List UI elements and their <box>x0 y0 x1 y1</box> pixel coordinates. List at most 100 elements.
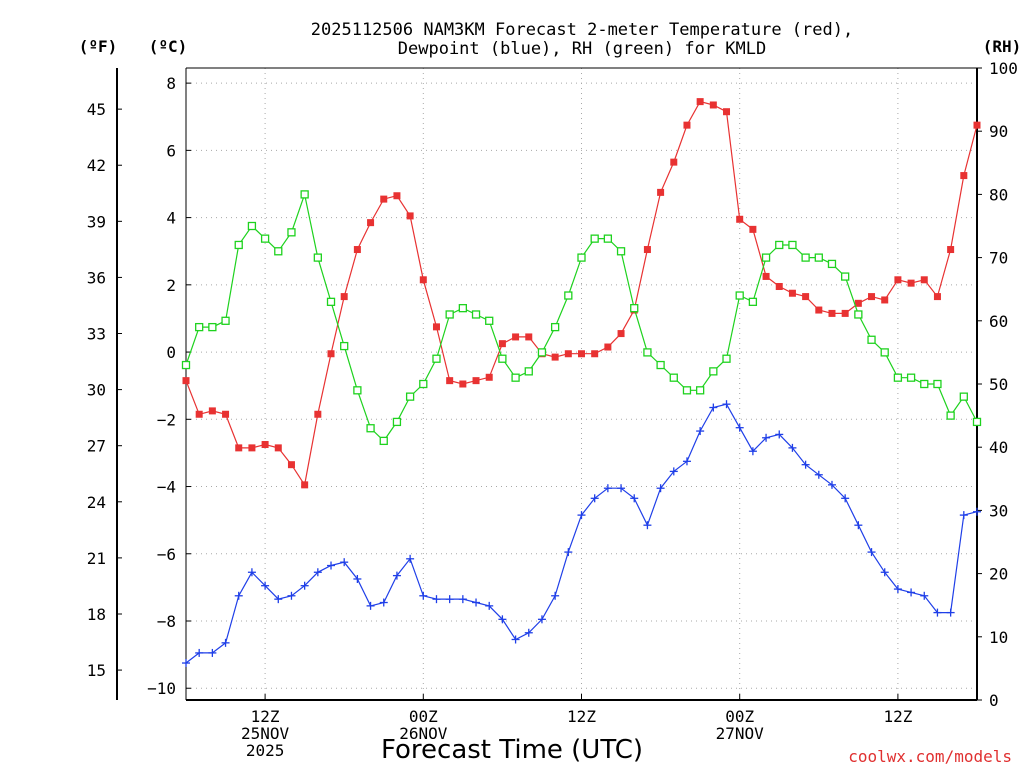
dewpoint-point <box>590 494 599 503</box>
rh-point <box>933 379 942 389</box>
dewpoint-point <box>630 494 639 503</box>
rh-point <box>590 234 599 243</box>
temperature-point <box>828 309 836 317</box>
temperature-point <box>841 309 849 317</box>
rh-point <box>854 310 863 319</box>
dewpoint-point <box>775 430 784 439</box>
temperature-point <box>459 380 467 388</box>
temperature-point <box>696 98 704 106</box>
x-tick-label: 00Z <box>725 707 754 726</box>
chart-title-line-1: 2025112506 NAM3KM Forecast 2-meter Tempe… <box>311 20 853 40</box>
temperature-point <box>446 377 454 385</box>
chart-title-line-2: Dewpoint (blue), RH (green) for KMLD <box>398 39 766 59</box>
temperature-point <box>261 441 269 449</box>
rh-point <box>234 240 243 250</box>
rh-point <box>471 310 481 319</box>
celsius-tick-label: −4 <box>157 478 176 497</box>
temperature-point <box>274 444 282 452</box>
credit-text: coolwx.com/models <box>848 747 1012 766</box>
rh-point <box>801 253 810 262</box>
temperature-point <box>815 306 823 314</box>
dewpoint-point <box>537 615 546 624</box>
dewpoint-point <box>827 480 836 489</box>
temperature-point <box>353 246 361 254</box>
data-series <box>181 98 982 668</box>
rh-point <box>735 291 744 300</box>
rh-point <box>353 386 362 395</box>
dewpoint-point <box>696 427 705 436</box>
rh-tick-label: 50 <box>989 375 1008 394</box>
rh-point <box>959 392 968 401</box>
rh-point <box>972 417 982 427</box>
dewpoint-point <box>234 591 243 600</box>
temperature-point <box>604 343 612 351</box>
dewpoint-point <box>221 638 230 647</box>
temperature-point <box>340 293 348 301</box>
celsius-tick-label: 2 <box>166 276 176 295</box>
dewpoint-point <box>551 591 560 600</box>
rh-tick-label: 90 <box>989 122 1008 141</box>
celsius-tick-label: −2 <box>157 410 176 429</box>
dewpoint-point <box>392 571 401 580</box>
rh-point <box>841 272 850 281</box>
temperature-point <box>749 225 757 233</box>
dewpoint-point <box>208 648 217 657</box>
rh-point <box>405 392 415 401</box>
dewpoint-point <box>933 608 942 617</box>
celsius-tick-label: 4 <box>166 209 176 228</box>
temperature-point <box>301 481 309 489</box>
dewpoint-point <box>379 598 388 607</box>
fahrenheit-tick-label: 45 <box>87 100 106 119</box>
rh-point <box>630 304 639 313</box>
rh-point <box>814 253 823 262</box>
rh-tick-label: 30 <box>989 501 1008 520</box>
rh-point <box>419 379 428 389</box>
rh-point <box>775 240 784 250</box>
dewpoint-point <box>564 548 573 557</box>
temperature-point <box>854 299 862 307</box>
rh-tick-label: 20 <box>989 565 1008 584</box>
rh-point <box>485 316 494 325</box>
dewpoint-point <box>458 595 467 604</box>
temperature-point <box>617 330 625 338</box>
dewpoint-point <box>656 484 665 493</box>
temperature-point <box>472 377 480 385</box>
celsius-tick-label: 0 <box>166 343 176 362</box>
temperature-point <box>960 172 968 180</box>
x-tick-label: 00Z <box>409 707 438 726</box>
axes: 86420−2−4−6−8−10454239363330272421181510… <box>87 59 1018 760</box>
dewpoint-point <box>445 595 454 604</box>
series-dewpoint <box>182 400 981 668</box>
fahrenheit-tick-label: 27 <box>87 437 106 456</box>
temperature-point <box>723 108 731 116</box>
dewpoint-point <box>274 595 283 604</box>
rh-point <box>247 221 257 231</box>
rh-point <box>260 234 270 243</box>
x-tick-label: 12Z <box>567 707 596 726</box>
rh-point <box>432 354 441 363</box>
x-tick-label: 25NOV <box>241 724 290 743</box>
temperature-point <box>235 444 243 452</box>
dewpoint-point <box>577 511 586 520</box>
rh-tick-label: 40 <box>989 438 1008 457</box>
dewpoint-point <box>485 601 494 610</box>
dewpoint-point <box>498 615 507 624</box>
dewpoint-point <box>340 558 349 567</box>
dewpoint-point <box>247 568 256 577</box>
dewpoint-point <box>748 447 757 456</box>
temperature-point <box>973 121 981 129</box>
rh-point <box>709 367 718 376</box>
rh-point <box>616 247 626 256</box>
fahrenheit-tick-label: 33 <box>87 325 106 344</box>
dewpoint-point <box>261 581 270 590</box>
dewpoint-point <box>472 598 481 607</box>
rh-point <box>550 322 560 332</box>
rh-tick-label: 100 <box>989 59 1018 78</box>
dewpoint-point <box>854 521 863 530</box>
temperature-point <box>419 276 427 284</box>
temperature-point <box>314 410 322 418</box>
temperature-point <box>327 350 335 358</box>
fahrenheit-unit-label: (ºF) <box>79 37 118 56</box>
rh-point <box>748 297 758 306</box>
